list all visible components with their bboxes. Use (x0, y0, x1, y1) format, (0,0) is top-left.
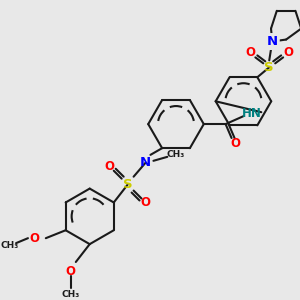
Text: CH₃: CH₃ (1, 241, 19, 250)
Text: S: S (123, 178, 133, 191)
Text: S: S (264, 61, 274, 74)
Text: O: O (29, 232, 39, 245)
Text: O: O (140, 196, 151, 209)
Text: N: N (140, 156, 151, 169)
Text: CH₃: CH₃ (166, 150, 184, 159)
Text: N: N (267, 35, 278, 48)
Text: O: O (283, 46, 293, 59)
Text: O: O (245, 46, 255, 59)
Text: O: O (105, 160, 115, 173)
Text: HN: HN (242, 107, 261, 120)
Text: CH₃: CH₃ (62, 290, 80, 299)
Text: O: O (66, 266, 76, 278)
Text: N: N (267, 35, 278, 48)
Text: O: O (230, 137, 241, 150)
